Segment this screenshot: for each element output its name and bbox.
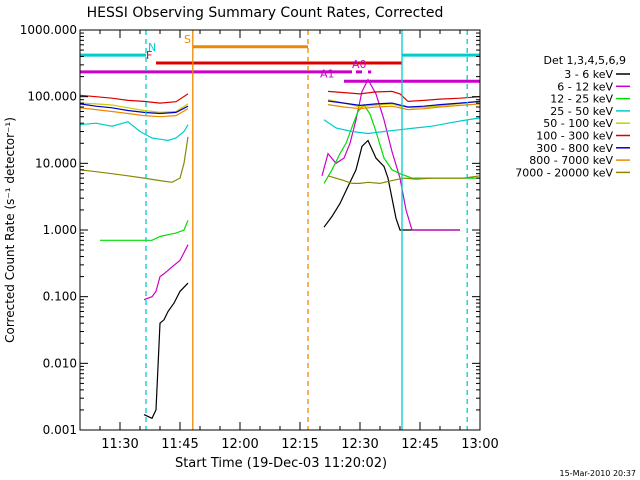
- x-tick-label: 12:45: [401, 437, 438, 452]
- y-tick-label: 0.001: [43, 423, 77, 437]
- y-tick-label: 0.010: [43, 356, 77, 370]
- x-tick-label: 13:00: [461, 437, 498, 452]
- flag-label-n: N: [148, 41, 156, 54]
- series-line-3: [79, 117, 481, 142]
- y-tick-label: 1.000: [43, 223, 77, 237]
- chart-title: HESSI Observing Summary Count Rates, Cor…: [87, 5, 444, 21]
- x-tick-label: 12:30: [341, 437, 378, 452]
- legend-label: 25 - 50 keV: [550, 105, 613, 118]
- legend-label: 300 - 800 keV: [536, 142, 613, 155]
- vertical-lines-layer: [145, 30, 468, 430]
- legend-label: 12 - 25 keV: [550, 93, 613, 106]
- y-tick-label: 100.000: [27, 90, 77, 104]
- series-line-1: [143, 78, 460, 301]
- footer-date: 15-Mar-2010 20:37: [560, 469, 637, 478]
- legend-label: 6 - 12 keV: [557, 80, 613, 93]
- y-tick-label: 1000.000: [20, 23, 77, 37]
- x-tick-label: 12:15: [281, 437, 318, 452]
- series-layer: [79, 78, 481, 420]
- x-tick-label: 11:30: [101, 437, 138, 452]
- legend-label: 100 - 300 keV: [536, 130, 613, 143]
- y-tick-label: 10.000: [35, 156, 77, 170]
- flags-layer: N S F A0 A1: [80, 33, 480, 83]
- x-axis-label: Start Time (19-Dec-03 11:20:02): [175, 456, 387, 471]
- series-line-2: [100, 104, 480, 241]
- flag-label-a1: A1: [320, 67, 335, 80]
- legend-label: 7000 - 20000 keV: [515, 166, 613, 179]
- flag-label-s: S: [184, 33, 191, 46]
- legend-label: 3 - 6 keV: [564, 68, 613, 81]
- series-line-6: [79, 100, 481, 115]
- x-tick-label: 12:00: [221, 437, 258, 452]
- series-line-0: [143, 139, 460, 420]
- y-tick-label: 0.100: [43, 290, 77, 304]
- legend-label: 800 - 7000 keV: [529, 154, 613, 167]
- legend-label: 50 - 100 keV: [543, 117, 613, 130]
- x-tick-label: 11:45: [161, 437, 198, 452]
- y-axis-label: Corrected Count Rate (s⁻¹ detector⁻¹): [3, 117, 17, 343]
- series-line-8: [79, 136, 481, 185]
- x-axis: 11:30 11:45 12:00 12:15 12:30 12:45 13:00: [79, 30, 499, 452]
- series-line-5: [79, 90, 481, 104]
- legend-title: Det 1,3,4,5,6,9: [543, 54, 626, 67]
- y-axis: 1000.000 100.000 10.000 1.000 0.100 0.010 0.00…: [20, 23, 480, 437]
- series-line-7: [79, 103, 481, 118]
- flag-label-a0: A0: [352, 58, 367, 71]
- series-line-4: [79, 99, 481, 114]
- flag-label-f: F: [146, 49, 152, 62]
